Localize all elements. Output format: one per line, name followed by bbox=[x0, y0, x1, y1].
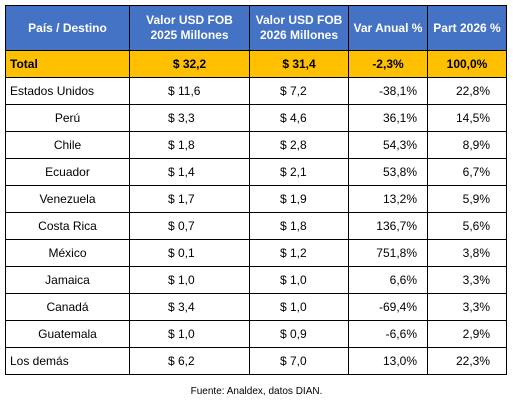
part-2026-cell: 14,5% bbox=[427, 104, 507, 132]
total-var-anual: -2,3% bbox=[348, 50, 428, 78]
value-2026-cell: $ 1,0 bbox=[249, 266, 349, 294]
part-2026-cell: 3,3% bbox=[427, 266, 507, 294]
header-country-text: País / Destino bbox=[28, 20, 107, 35]
var-anual-cell: 36,1% bbox=[348, 104, 428, 132]
header-value-2025-line2: 2025 Millones bbox=[150, 28, 229, 42]
var-anual-cell: 54,3% bbox=[348, 131, 428, 159]
table-row: Venezuela $ 1,7 $ 1,9 13,2% 5,9% bbox=[5, 185, 507, 213]
source-note: Fuente: Analdex, datos DIAN. bbox=[190, 386, 323, 397]
header-part-2026: Part 2026 % bbox=[427, 5, 507, 51]
value-2026-cell: $ 7,0 bbox=[249, 347, 349, 375]
table-row: Costa Rica $ 0,7 $ 1,8 136,7% 5,6% bbox=[5, 212, 507, 240]
country-cell: Canadá bbox=[5, 293, 130, 321]
table-row: México $ 0,1 $ 1,2 751,8% 3,8% bbox=[5, 239, 507, 267]
part-2026-cell: 22,3% bbox=[427, 347, 507, 375]
value-2026-cell: $ 2,8 bbox=[249, 131, 349, 159]
table-row: Guatemala $ 1,0 $ 0,9 -6,6% 2,9% bbox=[5, 320, 507, 348]
header-value-2026: Valor USD FOB 2026 Millones bbox=[249, 5, 349, 51]
table-row: Chile $ 1,8 $ 2,8 54,3% 8,9% bbox=[5, 131, 507, 159]
total-row: Total $ 32,2 $ 31,4 -2,3% 100,0% bbox=[5, 50, 507, 78]
value-2025-cell: $ 1,8 bbox=[129, 131, 250, 159]
value-2025-cell: $ 1,7 bbox=[129, 185, 250, 213]
var-anual-cell: -69,4% bbox=[348, 293, 428, 321]
total-value-2025: $ 32,2 bbox=[129, 50, 250, 78]
value-2025-cell: $ 11,6 bbox=[129, 77, 250, 105]
value-2025-cell: $ 0,1 bbox=[129, 239, 250, 267]
header-var-anual: Var Anual % bbox=[348, 5, 428, 51]
header-country: País / Destino bbox=[5, 5, 130, 51]
exports-table: País / Destino Valor USD FOB 2025 Millon… bbox=[5, 5, 507, 375]
var-anual-cell: 136,7% bbox=[348, 212, 428, 240]
table-row: Perú $ 3,3 $ 4,6 36,1% 14,5% bbox=[5, 104, 507, 132]
country-cell: Perú bbox=[5, 104, 130, 132]
exports-table-container: País / Destino Valor USD FOB 2025 Millon… bbox=[5, 5, 507, 375]
part-2026-cell: 2,9% bbox=[427, 320, 507, 348]
table-row: Canadá $ 3,4 $ 1,0 -69,4% 3,3% bbox=[5, 293, 507, 321]
value-2025-cell: $ 6,2 bbox=[129, 347, 250, 375]
header-var-anual-text: Var Anual % bbox=[353, 20, 423, 35]
value-2026-cell: $ 0,9 bbox=[249, 320, 349, 348]
header-row: País / Destino Valor USD FOB 2025 Millon… bbox=[5, 5, 507, 51]
value-2025-cell: $ 1,4 bbox=[129, 158, 250, 186]
header-value-2025-line1: Valor USD FOB bbox=[146, 13, 233, 27]
country-cell: Los demás bbox=[5, 347, 130, 375]
part-2026-cell: 5,9% bbox=[427, 185, 507, 213]
country-cell: México bbox=[5, 239, 130, 267]
value-2025-cell: $ 1,0 bbox=[129, 266, 250, 294]
value-2026-cell: $ 1,8 bbox=[249, 212, 349, 240]
value-2025-cell: $ 0,7 bbox=[129, 212, 250, 240]
country-cell: Estados Unidos bbox=[5, 77, 130, 105]
value-2026-cell: $ 1,9 bbox=[249, 185, 349, 213]
part-2026-cell: 6,7% bbox=[427, 158, 507, 186]
var-anual-cell: 13,0% bbox=[348, 347, 428, 375]
part-2026-cell: 8,9% bbox=[427, 131, 507, 159]
part-2026-cell: 3,8% bbox=[427, 239, 507, 267]
table-row: Ecuador $ 1,4 $ 2,1 53,8% 6,7% bbox=[5, 158, 507, 186]
value-2026-cell: $ 2,1 bbox=[249, 158, 349, 186]
var-anual-cell: -6,6% bbox=[348, 320, 428, 348]
total-part-2026: 100,0% bbox=[427, 50, 507, 78]
header-value-2025: Valor USD FOB 2025 Millones bbox=[129, 5, 250, 51]
table-row: Los demás $ 6,2 $ 7,0 13,0% 22,3% bbox=[5, 347, 507, 375]
country-cell: Ecuador bbox=[5, 158, 130, 186]
value-2026-cell: $ 1,2 bbox=[249, 239, 349, 267]
value-2025-cell: $ 3,3 bbox=[129, 104, 250, 132]
value-2026-cell: $ 7,2 bbox=[249, 77, 349, 105]
country-cell: Chile bbox=[5, 131, 130, 159]
header-part-2026-text: Part 2026 % bbox=[433, 20, 501, 35]
table-row: Jamaica $ 1,0 $ 1,0 6,6% 3,3% bbox=[5, 266, 507, 294]
var-anual-cell: 6,6% bbox=[348, 266, 428, 294]
country-cell: Jamaica bbox=[5, 266, 130, 294]
var-anual-cell: -38,1% bbox=[348, 77, 428, 105]
header-value-2026-line2: 2026 Millones bbox=[259, 28, 339, 42]
value-2026-cell: $ 1,0 bbox=[249, 293, 349, 321]
table-row: Estados Unidos $ 11,6 $ 7,2 -38,1% 22,8% bbox=[5, 77, 507, 105]
part-2026-cell: 5,6% bbox=[427, 212, 507, 240]
part-2026-cell: 3,3% bbox=[427, 293, 507, 321]
var-anual-cell: 751,8% bbox=[348, 239, 428, 267]
header-value-2026-line1: Valor USD FOB bbox=[255, 13, 343, 27]
var-anual-cell: 13,2% bbox=[348, 185, 428, 213]
country-cell: Venezuela bbox=[5, 185, 130, 213]
part-2026-cell: 22,8% bbox=[427, 77, 507, 105]
total-label: Total bbox=[5, 50, 130, 78]
var-anual-cell: 53,8% bbox=[348, 158, 428, 186]
country-cell: Guatemala bbox=[5, 320, 130, 348]
value-2025-cell: $ 3,4 bbox=[129, 293, 250, 321]
value-2025-cell: $ 1,0 bbox=[129, 320, 250, 348]
total-value-2026: $ 31,4 bbox=[249, 50, 349, 78]
value-2026-cell: $ 4,6 bbox=[249, 104, 349, 132]
country-cell: Costa Rica bbox=[5, 212, 130, 240]
